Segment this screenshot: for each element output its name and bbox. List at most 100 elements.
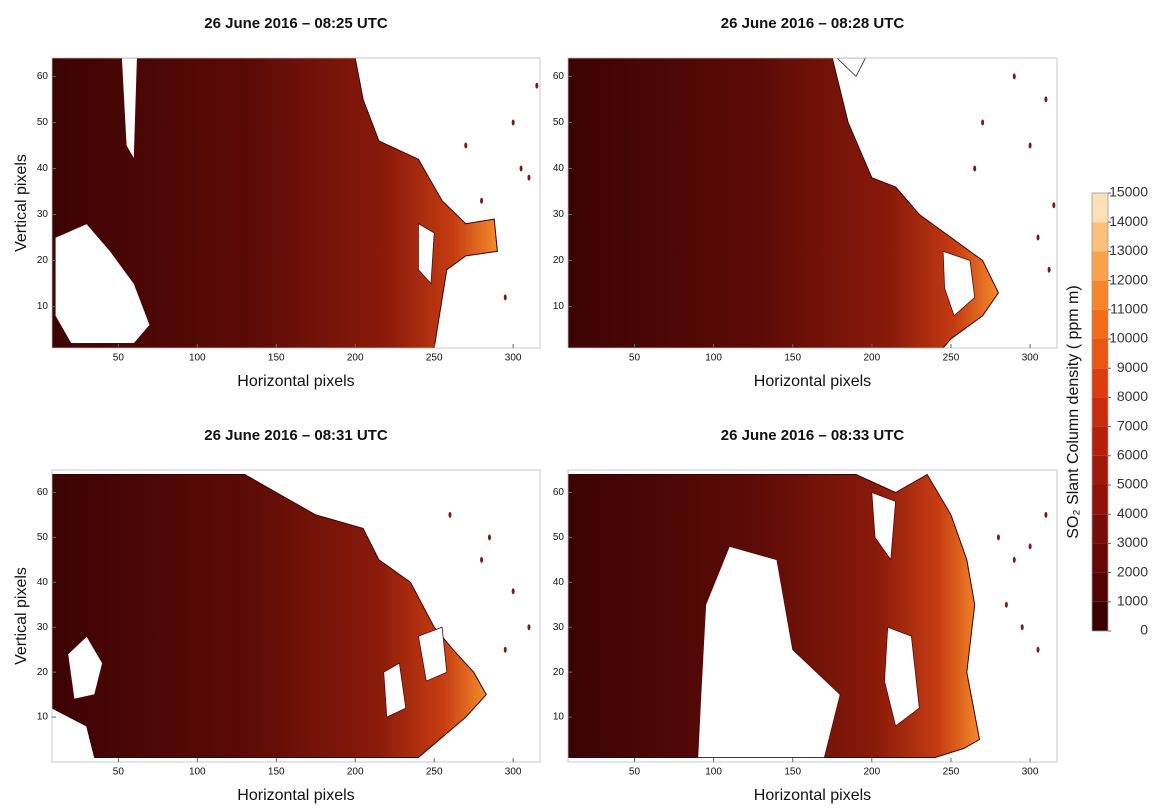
speck: [1047, 266, 1051, 273]
colorbar-swatch: [1092, 251, 1108, 281]
x-tick-label: 200: [864, 767, 881, 778]
colorbar-swatch: [1092, 280, 1108, 310]
x-tick-label: 150: [268, 767, 285, 778]
speck: [1012, 556, 1016, 563]
plot-frame: [567, 469, 1058, 763]
x-tick-label: 150: [784, 767, 801, 778]
y-tick-label: 20: [37, 255, 49, 266]
y-axis-label: Vertical pixels: [13, 154, 30, 252]
speck: [981, 119, 985, 126]
colorbar-swatch: [1092, 339, 1108, 369]
colorbar-tick-label: 14000: [1109, 213, 1148, 229]
y-tick-label: 10: [37, 712, 49, 723]
colorbar-swatch: [1092, 426, 1108, 456]
speck: [1044, 96, 1048, 103]
colorbar-swatch: [1092, 309, 1108, 339]
plot-frame: [51, 57, 541, 349]
speck: [480, 197, 484, 204]
speck: [1020, 624, 1024, 631]
colorbar-tick-label: 0: [1140, 622, 1148, 638]
speck: [1044, 511, 1048, 518]
colorbar-tick-label: 3000: [1117, 534, 1148, 550]
y-tick-label: 30: [37, 209, 49, 220]
colorbar-tick-label: 9000: [1117, 359, 1148, 375]
x-tick-label: 300: [1022, 353, 1039, 364]
speck: [1028, 543, 1032, 550]
y-tick-label: 40: [553, 163, 565, 174]
plume-gap: [54, 223, 151, 344]
y-tick-label: 60: [37, 71, 49, 82]
colorbar-tick-label: 2000: [1117, 563, 1148, 579]
y-tick-label: 10: [553, 301, 565, 312]
speck: [996, 534, 1000, 541]
speck: [1036, 646, 1040, 653]
speck: [1004, 601, 1008, 608]
colorbar-tick-label: 12000: [1109, 271, 1148, 287]
plume-gap: [417, 223, 435, 285]
y-tick-label: 60: [37, 487, 49, 498]
y-tick-label: 50: [37, 117, 49, 128]
speck: [503, 294, 507, 301]
plume-gap: [697, 545, 841, 758]
y-tick-label: 10: [37, 301, 49, 312]
y-tick-label: 30: [37, 622, 49, 633]
x-tick-label: 300: [505, 353, 522, 364]
plot-area: [52, 58, 539, 348]
speck: [511, 588, 515, 595]
speck: [1036, 234, 1040, 241]
x-tick-label: 250: [943, 353, 960, 364]
colorbar-label: SO₂ Slant Column density ( ppm m): [1065, 285, 1082, 538]
colorbar-tick-label: 11000: [1110, 301, 1148, 317]
x-tick-label: 250: [943, 767, 960, 778]
y-axis-label: Vertical pixels: [13, 567, 30, 665]
panel-title: 26 June 2016 – 08:31 UTC: [204, 427, 388, 444]
colorbar-tick-label: 15000: [1109, 184, 1148, 200]
speck: [527, 174, 531, 181]
x-axis-label: Horizontal pixels: [237, 373, 354, 390]
plume-gap: [383, 662, 407, 718]
y-tick-label: 10: [553, 712, 565, 723]
x-tick-label: 200: [347, 767, 364, 778]
y-tick-label: 50: [553, 532, 565, 543]
x-axis-label: Horizontal pixels: [754, 787, 871, 804]
colorbar-frame: [1091, 192, 1109, 632]
colorbar-swatch: [1092, 455, 1108, 485]
plume: [52, 474, 487, 758]
colorbar-swatch: [1092, 222, 1108, 252]
plot-area: [52, 474, 531, 758]
colorbar-swatch: [1092, 543, 1108, 573]
plume-gap: [417, 626, 448, 682]
x-tick-label: 250: [426, 767, 443, 778]
x-tick-label: 50: [113, 353, 125, 364]
plot-area: [568, 58, 1056, 348]
colorbar-tick-label: 1000: [1117, 593, 1148, 609]
y-tick-label: 30: [553, 622, 565, 633]
plume-gap: [67, 635, 103, 700]
colorbar-tick-label: 7000: [1117, 417, 1148, 433]
speck: [973, 165, 977, 172]
x-tick-label: 100: [705, 767, 722, 778]
colorbar-tick-label: 10000: [1109, 330, 1148, 346]
x-axis-label: Horizontal pixels: [237, 787, 354, 804]
plot-frame: [567, 57, 1058, 349]
y-tick-label: 20: [37, 667, 49, 678]
colorbar-swatch: [1092, 572, 1108, 602]
plume-gap: [836, 58, 866, 78]
plume-gap: [871, 491, 897, 561]
colorbar-tick-label: 8000: [1117, 388, 1148, 404]
speck: [1052, 202, 1056, 209]
x-tick-label: 200: [347, 353, 364, 364]
colorbar-swatch: [1092, 193, 1108, 223]
speck: [1012, 73, 1016, 80]
speck: [448, 511, 452, 518]
x-tick-label: 50: [629, 353, 641, 364]
speck: [535, 82, 539, 89]
x-tick-label: 300: [505, 767, 522, 778]
y-tick-label: 20: [553, 255, 565, 266]
x-tick-label: 50: [629, 767, 641, 778]
speck: [464, 142, 468, 149]
y-tick-label: 40: [37, 577, 49, 588]
colorbar-tick-label: 5000: [1117, 476, 1148, 492]
x-axis-label: Horizontal pixels: [754, 373, 871, 390]
